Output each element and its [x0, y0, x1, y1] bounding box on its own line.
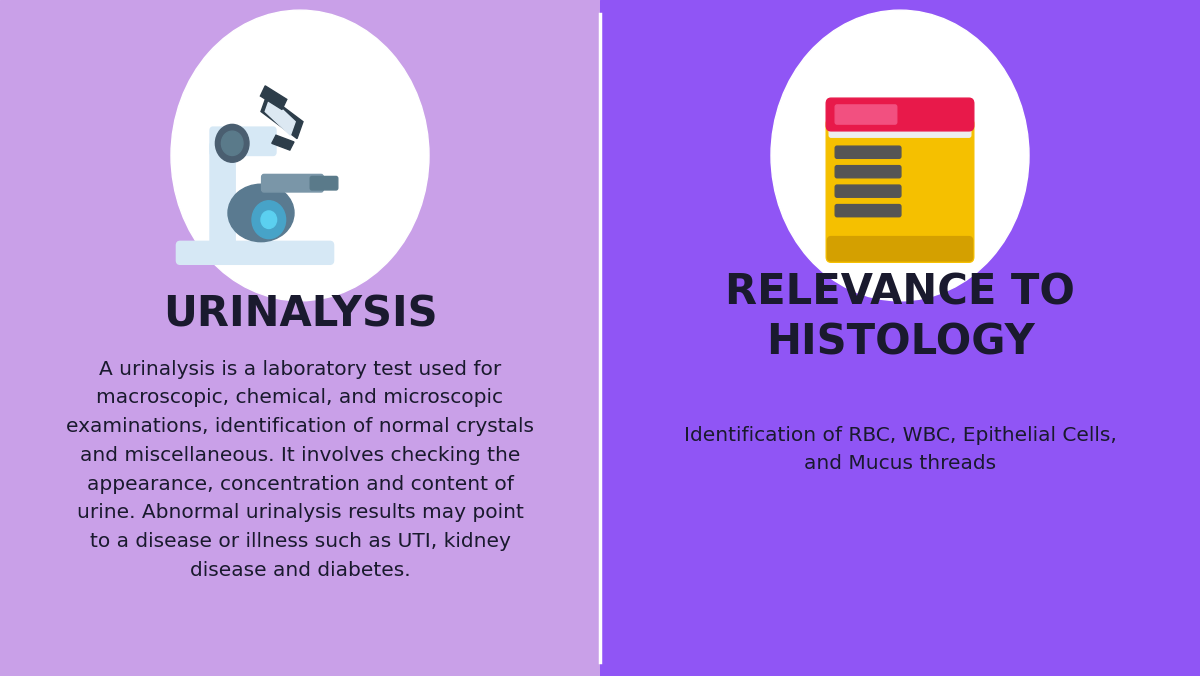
Circle shape: [222, 131, 244, 155]
Circle shape: [262, 211, 277, 228]
FancyBboxPatch shape: [210, 142, 235, 257]
Circle shape: [216, 124, 250, 162]
FancyBboxPatch shape: [210, 127, 276, 155]
Polygon shape: [260, 86, 287, 110]
FancyBboxPatch shape: [829, 122, 971, 137]
Circle shape: [172, 10, 430, 301]
Polygon shape: [265, 98, 295, 135]
FancyBboxPatch shape: [262, 174, 324, 192]
Circle shape: [252, 201, 286, 239]
Circle shape: [772, 10, 1030, 301]
FancyBboxPatch shape: [310, 176, 338, 190]
Ellipse shape: [228, 184, 294, 241]
FancyBboxPatch shape: [835, 146, 901, 158]
FancyBboxPatch shape: [835, 166, 901, 178]
Polygon shape: [262, 95, 302, 139]
FancyBboxPatch shape: [835, 205, 901, 217]
FancyBboxPatch shape: [176, 241, 334, 264]
FancyBboxPatch shape: [835, 105, 896, 124]
FancyBboxPatch shape: [827, 98, 974, 131]
Text: A urinalysis is a laboratory test used for
macroscopic, chemical, and microscopi: A urinalysis is a laboratory test used f…: [66, 360, 534, 580]
Text: RELEVANCE TO
HISTOLOGY: RELEVANCE TO HISTOLOGY: [725, 272, 1075, 364]
FancyBboxPatch shape: [827, 118, 974, 262]
Polygon shape: [272, 135, 294, 150]
Text: Identification of RBC, WBC, Epithelial Cells,
and Mucus threads: Identification of RBC, WBC, Epithelial C…: [684, 426, 1116, 473]
Text: URINALYSIS: URINALYSIS: [163, 293, 437, 335]
FancyBboxPatch shape: [835, 185, 901, 197]
FancyBboxPatch shape: [828, 237, 973, 261]
